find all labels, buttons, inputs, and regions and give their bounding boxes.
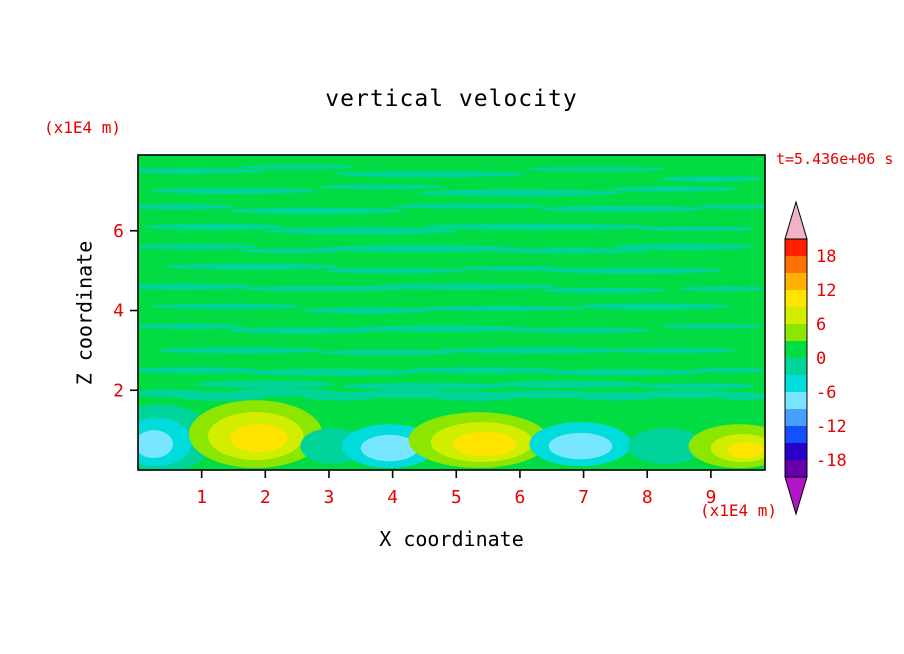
time-annotation: t=5.436e+06 s [776, 150, 894, 168]
y-axis-title: Z coordinate [66, 155, 102, 470]
svg-text:1: 1 [196, 487, 207, 508]
svg-text:4: 4 [387, 487, 398, 508]
contour-plot: 1 2 3 4 5 6 7 8 9 2 4 6 [113, 154, 766, 508]
svg-text:-12: -12 [816, 417, 847, 437]
svg-text:2: 2 [260, 487, 271, 508]
x-axis-title: X coordinate [379, 527, 524, 551]
svg-text:3: 3 [324, 487, 335, 508]
y-axis-title-text: Z coordinate [72, 240, 96, 385]
svg-text:8: 8 [642, 487, 653, 508]
svg-text:18: 18 [816, 247, 836, 267]
colorbar: 18 12 6 0 -6 -12 -18 [784, 200, 847, 516]
svg-text:5: 5 [451, 487, 462, 508]
svg-text:6: 6 [816, 315, 826, 335]
y-axis-unit-label: (x1E4 m) [44, 118, 122, 137]
svg-text:7: 7 [578, 487, 589, 508]
svg-text:4: 4 [113, 301, 124, 322]
svg-text:9: 9 [705, 487, 716, 508]
svg-text:2: 2 [113, 380, 124, 401]
svg-text:12: 12 [816, 281, 836, 301]
svg-text:-6: -6 [816, 383, 836, 403]
svg-text:-18: -18 [816, 451, 847, 471]
svg-text:0: 0 [816, 349, 826, 369]
chart-title: vertical velocity [325, 86, 578, 112]
svg-text:6: 6 [515, 487, 526, 508]
svg-text:6: 6 [113, 221, 124, 242]
x-axis-unit-label: (x1E4 m) [699, 501, 777, 520]
